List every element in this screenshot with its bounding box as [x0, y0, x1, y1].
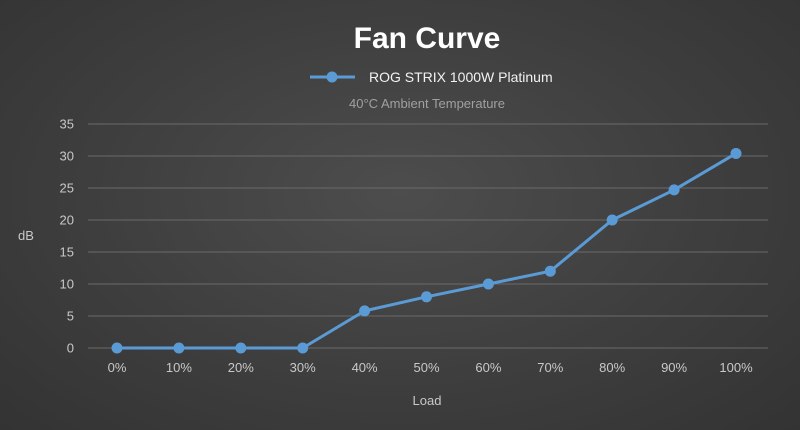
- x-tick-label: 30%: [290, 360, 316, 375]
- y-tick-label: 15: [60, 245, 74, 260]
- grid-lines: [88, 123, 768, 349]
- y-tick-label: 10: [60, 277, 74, 292]
- data-point: [544, 265, 556, 277]
- data-point: [297, 342, 309, 354]
- x-tick-label: 70%: [537, 360, 563, 375]
- data-point: [606, 214, 618, 226]
- x-tick-label: 0%: [108, 360, 127, 375]
- x-tick-label: 100%: [719, 360, 753, 375]
- data-point: [668, 184, 680, 196]
- x-axis-label: Load: [413, 393, 442, 408]
- series-layer: [111, 147, 742, 354]
- y-tick-label: 30: [60, 149, 74, 164]
- data-point: [359, 305, 371, 317]
- chart-title: Fan Curve: [354, 22, 501, 55]
- legend-marker: [326, 71, 338, 83]
- data-point: [482, 278, 494, 290]
- y-tick-label: 0: [67, 341, 74, 356]
- series-line: [117, 152, 737, 350]
- y-tick-label: 20: [60, 213, 74, 228]
- y-axis-ticks: 0 5 10 15 20 25 30 35: [60, 117, 74, 356]
- x-tick-label: 10%: [166, 360, 192, 375]
- y-tick-label: 35: [60, 117, 74, 132]
- x-tick-label: 20%: [228, 360, 254, 375]
- y-axis-label: dB: [18, 228, 34, 243]
- x-axis-ticks: 0% 10% 20% 30% 40% 50% 60% 70% 80% 90% 100%: [108, 360, 753, 375]
- x-tick-label: 80%: [599, 360, 625, 375]
- legend: ROG STRIX 1000W Platinum: [310, 69, 553, 85]
- data-point: [173, 342, 185, 354]
- x-tick-label: 60%: [475, 360, 501, 375]
- x-tick-label: 90%: [661, 360, 687, 375]
- legend-label: ROG STRIX 1000W Platinum: [369, 69, 553, 85]
- data-point: [111, 342, 123, 354]
- y-tick-label: 5: [67, 309, 74, 324]
- y-tick-label: 25: [60, 181, 74, 196]
- data-point: [235, 342, 247, 354]
- data-point: [730, 147, 742, 159]
- chart-subtitle: 40°C Ambient Temperature: [349, 96, 505, 111]
- x-tick-label: 50%: [413, 360, 439, 375]
- data-point: [421, 291, 432, 303]
- x-tick-label: 40%: [352, 360, 378, 375]
